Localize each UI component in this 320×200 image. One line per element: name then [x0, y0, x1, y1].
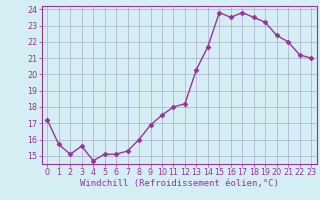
X-axis label: Windchill (Refroidissement éolien,°C): Windchill (Refroidissement éolien,°C): [80, 179, 279, 188]
